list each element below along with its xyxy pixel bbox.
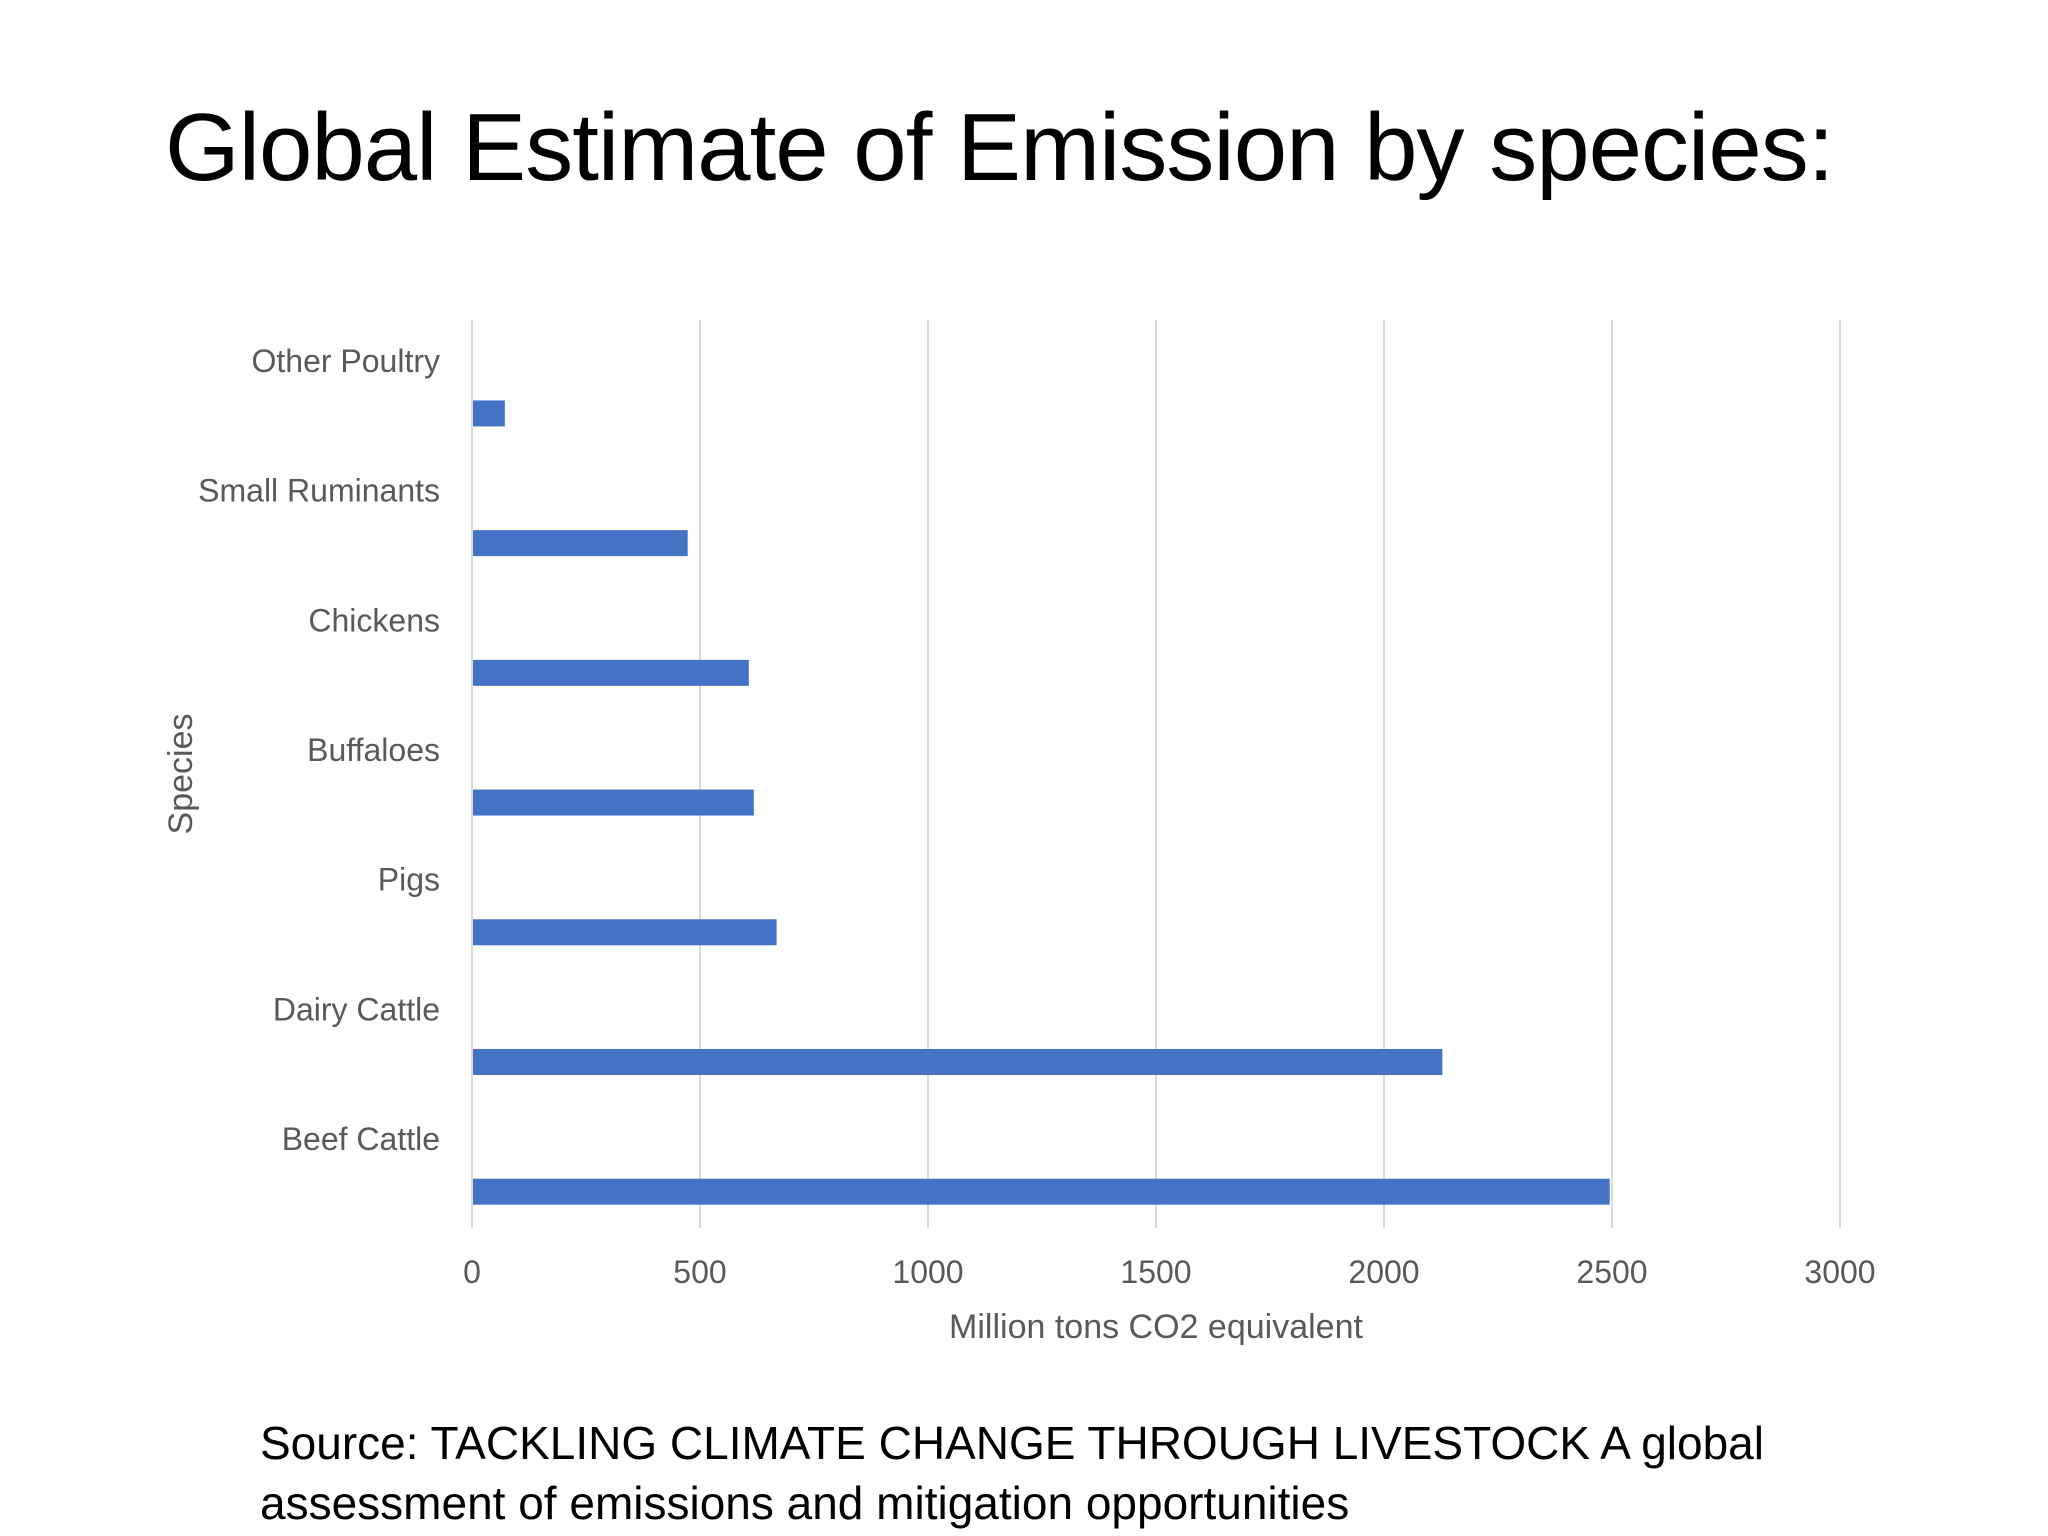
category-label: Dairy Cattle bbox=[273, 991, 440, 1027]
bar bbox=[473, 919, 777, 946]
source-citation: Source: TACKLING CLIMATE CHANGE THROUGH … bbox=[260, 1413, 1820, 1533]
bar bbox=[473, 400, 505, 427]
category-label: Small Ruminants bbox=[198, 473, 440, 509]
bar-chart: Other Poultry Small Ruminants Chickens Buff… bbox=[162, 320, 1876, 1346]
slide-title: Global Estimate of Emission by species: bbox=[165, 94, 1834, 201]
source-line-1: Source: TACKLING CLIMATE CHANGE THROUGH … bbox=[260, 1417, 1764, 1469]
x-axis-title: Million tons CO2 equivalent bbox=[949, 1308, 1363, 1346]
bar bbox=[473, 530, 688, 557]
bars bbox=[473, 400, 1610, 1205]
x-tick-label: 500 bbox=[673, 1254, 726, 1290]
category-label: Chickens bbox=[308, 602, 440, 638]
x-tick-label: 3000 bbox=[1804, 1254, 1875, 1290]
x-tick-label: 2000 bbox=[1348, 1254, 1419, 1290]
category-label: Pigs bbox=[378, 862, 440, 898]
category-labels: Other Poultry Small Ruminants Chickens Buff… bbox=[198, 343, 440, 1157]
gridlines bbox=[699, 320, 1841, 1228]
x-tick-labels: 0 500 1000 1500 2000 2500 3000 bbox=[463, 1254, 1875, 1290]
bar bbox=[473, 789, 754, 816]
bar bbox=[473, 659, 749, 686]
category-label: Other Poultry bbox=[251, 343, 440, 379]
bar bbox=[473, 1178, 1610, 1205]
x-tick-label: 1000 bbox=[892, 1254, 963, 1290]
bar bbox=[473, 1048, 1443, 1075]
x-tick-label: 1500 bbox=[1120, 1254, 1191, 1290]
category-label: Buffaloes bbox=[307, 732, 440, 768]
source-line-2: assessment of emissions and mitigation o… bbox=[260, 1477, 1350, 1529]
x-tick-label: 2500 bbox=[1576, 1254, 1647, 1290]
category-label: Beef Cattle bbox=[282, 1121, 440, 1157]
y-axis-title: Species bbox=[162, 714, 200, 835]
x-tick-label: 0 bbox=[463, 1254, 481, 1290]
